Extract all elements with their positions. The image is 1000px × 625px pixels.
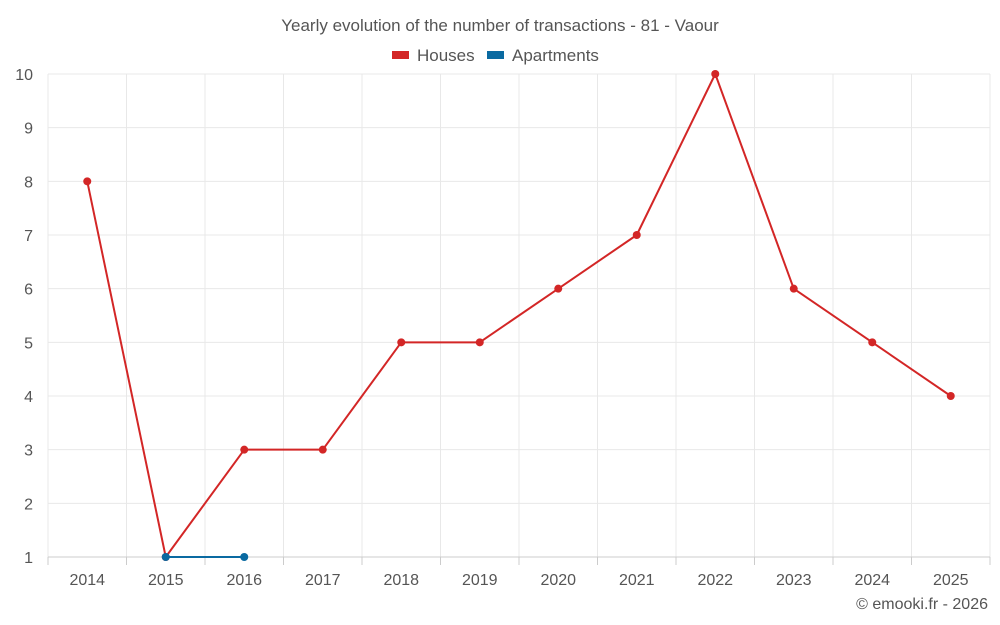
point-houses-2018[interactable] xyxy=(397,338,406,347)
legend: Houses Apartments xyxy=(392,46,599,65)
x-tick-label-2019: 2019 xyxy=(462,572,498,589)
x-tick-label-2018: 2018 xyxy=(383,572,419,589)
point-houses-2022[interactable] xyxy=(711,70,720,78)
x-tick-label-2017: 2017 xyxy=(305,572,341,589)
point-houses-2023[interactable] xyxy=(789,284,798,293)
y-tick-label-9: 9 xyxy=(24,121,33,138)
legend-swatch-apartments xyxy=(487,51,504,59)
credit-text: © emooki.fr - 2026 xyxy=(856,596,988,613)
point-houses-2025[interactable] xyxy=(946,392,955,400)
y-tick-label-2: 2 xyxy=(24,496,33,513)
legend-label-houses[interactable]: Houses xyxy=(417,46,475,65)
y-axis-ticks: 1 2 3 4 5 6 7 8 9 10 xyxy=(15,67,33,567)
x-tick-label-2016: 2016 xyxy=(226,572,262,589)
x-tick-label-2021: 2021 xyxy=(619,572,655,589)
point-houses-2016[interactable] xyxy=(240,445,249,454)
series-group xyxy=(83,70,955,561)
series-apartments xyxy=(161,553,249,561)
x-tick-label-2014: 2014 xyxy=(69,572,105,589)
y-tick-label-6: 6 xyxy=(24,282,33,299)
y-tick-label-4: 4 xyxy=(24,389,33,406)
point-houses-2021[interactable] xyxy=(632,231,641,239)
x-tick-label-2022: 2022 xyxy=(697,572,733,589)
point-houses-2020[interactable] xyxy=(554,284,563,293)
x-tick-label-2023: 2023 xyxy=(776,572,812,589)
point-apartments-2015[interactable] xyxy=(161,553,170,561)
y-tick-label-1: 1 xyxy=(24,550,33,567)
chart-title: Yearly evolution of the number of transa… xyxy=(281,16,719,35)
x-tick-label-2025: 2025 xyxy=(933,572,969,589)
point-apartments-2016[interactable] xyxy=(240,553,249,561)
y-tick-label-3: 3 xyxy=(24,443,33,460)
legend-swatch-houses xyxy=(392,51,409,59)
y-tick-label-7: 7 xyxy=(24,228,33,245)
x-tick-label-2015: 2015 xyxy=(148,572,184,589)
point-houses-2024[interactable] xyxy=(868,338,877,347)
point-houses-2017[interactable] xyxy=(318,445,327,454)
x-tick-label-2020: 2020 xyxy=(540,572,576,589)
series-line-houses xyxy=(86,73,952,558)
x-tick-label-2024: 2024 xyxy=(854,572,890,589)
y-tick-label-10: 10 xyxy=(15,67,33,84)
grid xyxy=(47,73,991,565)
y-tick-label-5: 5 xyxy=(24,335,33,352)
x-axis-ticks: 2014 2015 2016 2017 2018 2019 2020 2021 2022 2023… xyxy=(69,572,968,589)
point-houses-2014[interactable] xyxy=(83,177,92,186)
y-tick-label-8: 8 xyxy=(24,174,33,191)
legend-label-apartments[interactable]: Apartments xyxy=(512,46,599,65)
point-houses-2019[interactable] xyxy=(475,338,484,347)
